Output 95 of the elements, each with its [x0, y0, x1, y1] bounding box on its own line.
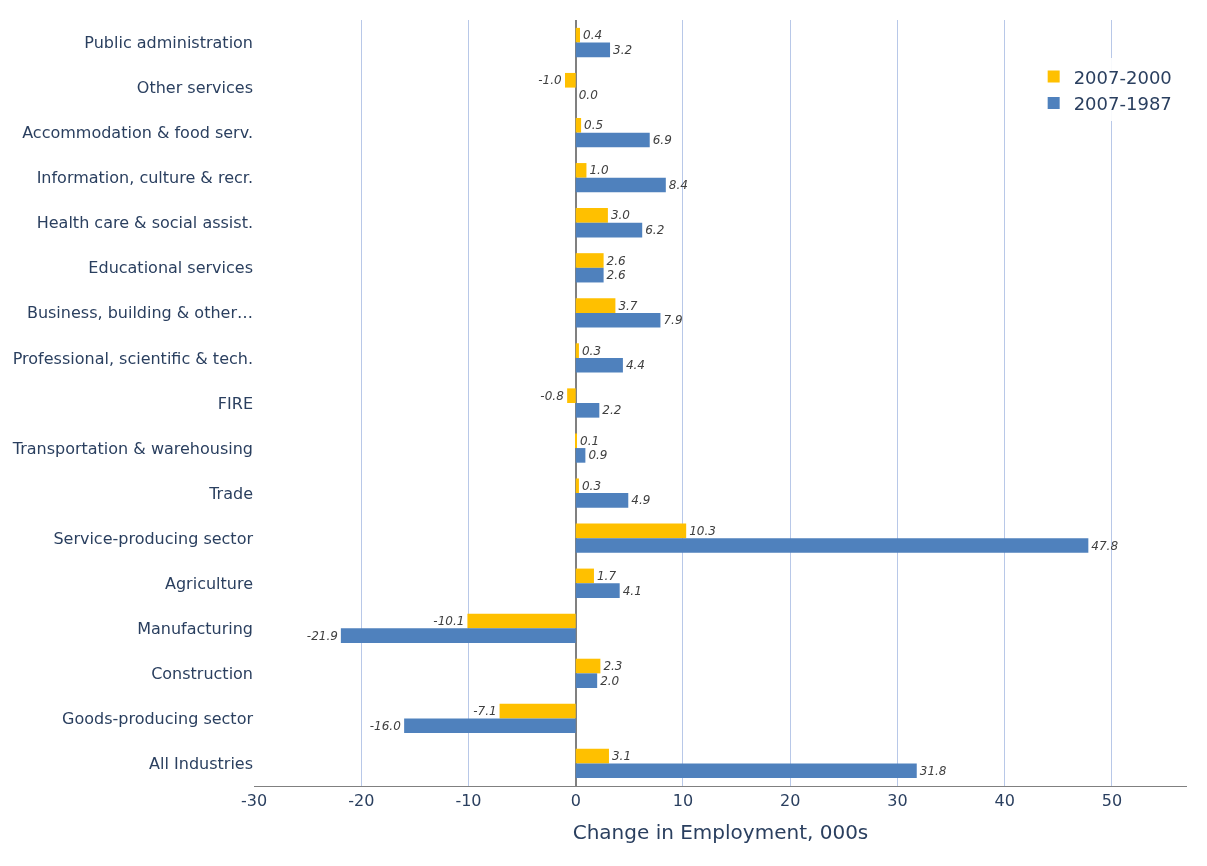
data-label: -16.0	[369, 718, 402, 733]
data-label: 2.2	[602, 403, 622, 418]
legend-label: 2007-2000	[1073, 66, 1172, 88]
data-label: 0.4	[583, 28, 603, 43]
bar	[467, 613, 576, 629]
y-tick-label: Agriculture	[165, 573, 253, 593]
y-tick-label: Educational services	[88, 258, 253, 278]
data-label: -0.8	[540, 388, 565, 403]
bar	[575, 673, 598, 688]
bar	[575, 448, 586, 463]
y-tick-label: Other services	[136, 78, 253, 98]
y-tick-label: Construction	[151, 663, 253, 683]
data-label: -7.1	[473, 704, 497, 719]
bar	[575, 343, 579, 358]
bar	[575, 208, 608, 223]
data-label: 7.9	[663, 313, 683, 328]
data-label: 6.2	[645, 223, 665, 238]
y-tick-label: Public administration	[84, 33, 253, 53]
bar	[575, 538, 1089, 553]
y-tick-label: Professional, scientific & tech.	[12, 348, 253, 368]
data-label: 4.4	[625, 358, 645, 373]
y-tick-label: Trade	[208, 483, 253, 503]
data-label: 3.1	[611, 749, 632, 764]
data-label: 1.7	[596, 568, 617, 583]
data-label: -10.1	[433, 613, 465, 628]
x-tick-label: -10	[455, 791, 482, 811]
bar	[575, 583, 620, 598]
data-label: 8.4	[668, 178, 688, 193]
data-label: 2.6	[606, 268, 627, 283]
data-label: 4.9	[631, 493, 651, 508]
bar	[575, 222, 643, 238]
x-tick-label: 10	[672, 791, 694, 811]
x-tick-label: 0	[570, 791, 581, 811]
data-label: 4.1	[622, 583, 642, 598]
x-tick-label: 30	[887, 791, 908, 811]
y-tick-label: Health care & social assist.	[36, 213, 253, 233]
y-tick-label: FIRE	[217, 393, 253, 413]
bar	[575, 267, 604, 283]
data-label: -21.9	[306, 628, 338, 643]
data-label: -1.0	[538, 73, 562, 88]
bar	[575, 132, 650, 148]
bar	[575, 478, 579, 494]
bar	[575, 298, 616, 313]
y-tick-label: Service-producing sector	[53, 528, 254, 548]
data-label: 2.3	[603, 659, 623, 674]
bar	[575, 658, 601, 674]
data-label: 0.3	[581, 343, 602, 358]
data-label: 0.1	[580, 433, 600, 448]
x-tick-label: -20	[348, 791, 375, 811]
bar	[575, 27, 581, 43]
bar	[575, 493, 629, 508]
bar	[575, 253, 604, 268]
y-tick-label: Accommodation & food serv.	[22, 123, 253, 143]
bar	[575, 118, 582, 133]
y-tick-label: All Industries	[149, 754, 253, 774]
bar	[575, 403, 600, 418]
bar	[575, 523, 687, 539]
legend-label: 2007-1987	[1073, 92, 1172, 114]
x-tick-label: -30	[240, 791, 268, 811]
data-label: 1.0	[589, 163, 609, 178]
bar	[575, 177, 666, 193]
y-tick-label: Manufacturing	[137, 618, 253, 638]
data-label: 6.9	[652, 132, 672, 147]
y-tick-label: Goods-producing sector	[62, 709, 254, 729]
data-label: 0.5	[584, 118, 604, 133]
data-label: 0.9	[588, 448, 608, 463]
data-label: 47.8	[1091, 538, 1119, 553]
bar	[404, 718, 576, 734]
bar	[575, 163, 587, 178]
x-axis-title: Change in Employment, 000s	[572, 819, 869, 844]
bar	[575, 763, 917, 779]
data-label: 0.3	[581, 478, 602, 493]
bar	[567, 388, 576, 403]
data-label: 31.8	[919, 763, 947, 778]
bar	[575, 312, 661, 328]
data-label: 3.0	[610, 208, 631, 223]
bar	[565, 72, 576, 88]
bar	[575, 42, 611, 58]
x-tick-label: 40	[994, 791, 1015, 811]
y-tick-label: Information, culture & recr.	[36, 168, 253, 188]
y-tick-label: Business, building & other…	[26, 303, 253, 323]
data-label: 2.0	[600, 673, 620, 688]
x-tick-label: 20	[780, 791, 801, 811]
data-label: 3.7	[618, 298, 638, 313]
data-label: 2.6	[606, 253, 627, 268]
bar	[575, 357, 623, 373]
bar	[575, 568, 594, 584]
data-label: 10.3	[689, 523, 716, 538]
bar	[575, 748, 609, 764]
data-label: 0.0	[578, 87, 599, 102]
x-tick-label: 50	[1101, 791, 1123, 811]
bar	[499, 703, 576, 719]
bar	[340, 628, 576, 643]
data-label: 3.2	[613, 42, 633, 57]
y-tick-label: Transportation & warehousing	[11, 438, 253, 458]
